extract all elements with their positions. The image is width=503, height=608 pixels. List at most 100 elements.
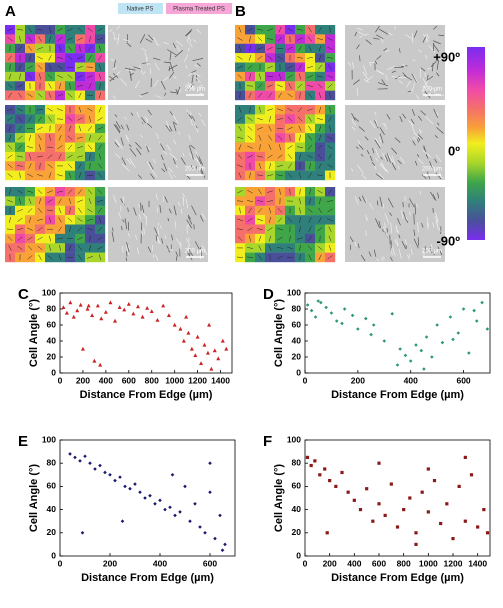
colorbar	[467, 47, 485, 240]
x-tick-label: 1200	[444, 558, 463, 568]
y-tick-label: 100	[287, 434, 301, 444]
point	[314, 315, 318, 319]
y-tick-label: 80	[47, 303, 57, 313]
point	[178, 327, 182, 331]
point	[377, 502, 380, 505]
point	[221, 548, 225, 552]
point	[439, 522, 442, 525]
point	[73, 456, 77, 460]
scale-bar-label: 200 µm	[185, 87, 205, 93]
x-tick-label: 400	[153, 558, 167, 568]
point	[98, 464, 102, 468]
x-tick-label: 400	[404, 375, 418, 385]
point	[145, 306, 149, 310]
point	[213, 537, 217, 541]
x-axis-label: Distance From Edge (µm)	[81, 572, 214, 584]
plot-frame	[60, 440, 235, 556]
point	[347, 491, 350, 494]
x-axis-label: Distance From Edge (µm)	[331, 572, 464, 584]
y-tick-label: 60	[292, 481, 302, 491]
y-tick-label: 80	[292, 457, 302, 467]
point	[199, 361, 203, 365]
colorbar-label: +90º	[433, 49, 460, 64]
panel-label: B	[235, 3, 246, 20]
point	[369, 333, 373, 337]
x-tick-label: 1400	[211, 375, 230, 385]
panel-label: A	[5, 3, 16, 20]
point	[155, 318, 159, 322]
point	[92, 359, 96, 363]
point	[81, 531, 85, 535]
plot-frame	[60, 293, 232, 373]
point	[340, 322, 344, 326]
point	[353, 499, 356, 502]
x-tick-label: 1000	[419, 558, 438, 568]
point	[224, 347, 228, 351]
x-tick-label: 600	[372, 558, 386, 568]
point	[451, 537, 454, 540]
point	[163, 508, 167, 512]
header: Native PS	[127, 7, 154, 13]
point	[427, 510, 430, 513]
scale-bar-label: 200 µm	[422, 87, 442, 93]
point	[93, 467, 97, 471]
point	[449, 315, 453, 319]
x-tick-label: 600	[456, 375, 470, 385]
point	[99, 316, 103, 320]
point	[118, 475, 122, 479]
x-tick-label: 400	[99, 375, 113, 385]
colorbar-label: -90º	[436, 233, 460, 248]
point	[377, 462, 380, 465]
point	[88, 461, 92, 465]
point	[482, 508, 485, 511]
y-tick-label: 40	[47, 335, 57, 345]
point	[209, 367, 213, 371]
point	[462, 307, 466, 311]
point	[396, 525, 399, 528]
x-tick-label: 0	[58, 558, 63, 568]
point	[208, 461, 212, 465]
point	[79, 303, 83, 307]
point	[422, 367, 426, 371]
point	[127, 302, 131, 306]
point	[183, 485, 187, 489]
plot-frame	[305, 293, 490, 373]
point	[136, 304, 140, 308]
point	[365, 487, 368, 490]
point	[402, 508, 405, 511]
point	[141, 315, 145, 319]
point	[158, 499, 162, 503]
y-tick-label: 20	[292, 351, 302, 361]
y-tick-label: 100	[42, 434, 56, 444]
point	[323, 467, 326, 470]
x-tick-label: 200	[351, 375, 365, 385]
panel-label: D	[263, 286, 274, 303]
point	[113, 479, 117, 483]
y-tick-label: 20	[292, 527, 302, 537]
x-tick-label: 1400	[468, 558, 487, 568]
point	[178, 510, 182, 514]
point	[334, 485, 337, 488]
point	[202, 343, 206, 347]
scale-bar-label: 200 µm	[185, 249, 205, 255]
point	[207, 323, 211, 327]
scale-bar-label: 200 µm	[422, 249, 442, 255]
y-tick-label: 80	[47, 457, 57, 467]
point	[335, 319, 339, 323]
point	[72, 315, 76, 319]
point	[104, 310, 108, 314]
x-tick-label: 800	[145, 375, 159, 385]
point	[445, 502, 448, 505]
point	[87, 304, 91, 308]
point	[356, 327, 360, 331]
x-tick-label: 200	[323, 558, 337, 568]
plot-frame	[305, 440, 490, 556]
point	[198, 525, 202, 529]
point	[390, 312, 394, 316]
point	[318, 473, 321, 476]
point	[310, 464, 313, 467]
point	[414, 531, 417, 534]
point	[408, 496, 411, 499]
panel-label: E	[18, 433, 28, 450]
point	[414, 543, 417, 546]
